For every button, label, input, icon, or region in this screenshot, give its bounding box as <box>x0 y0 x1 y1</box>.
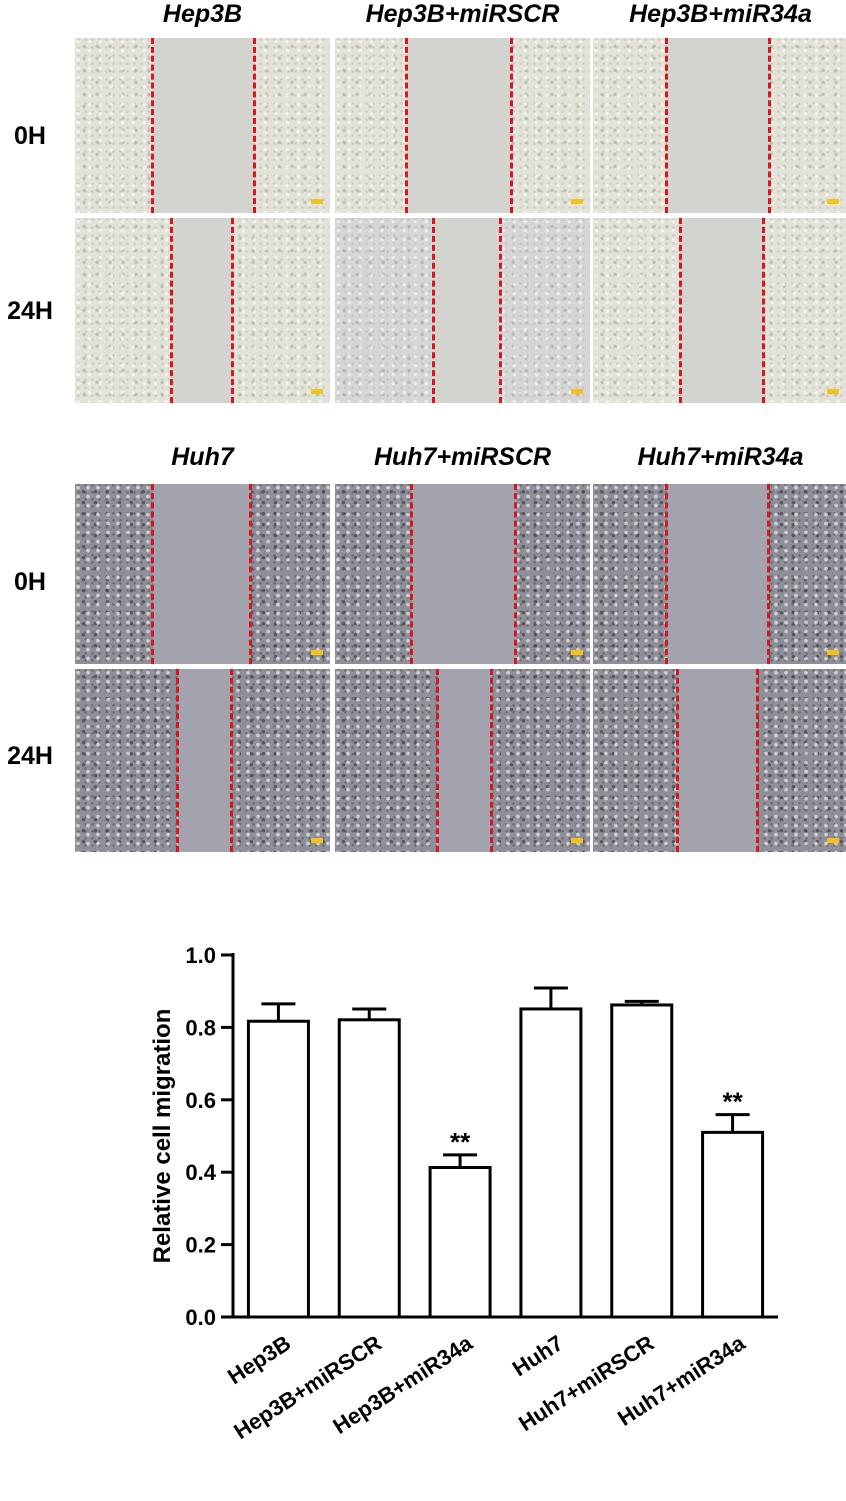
y-tick-label: 0.6 <box>185 1088 216 1113</box>
wound-edge-line <box>410 484 413 664</box>
scale-bar <box>827 389 839 394</box>
col-header-huh7-mirscr: Huh7+miRSCR <box>373 443 552 471</box>
wound-edge-line <box>249 484 252 664</box>
micrograph-hep3b-0h <box>75 38 330 213</box>
scale-bar <box>311 838 323 843</box>
micrograph-huh7-mirscr-24h <box>335 669 590 852</box>
row-header-24h-huh7: 24H <box>7 742 53 770</box>
micrograph-huh7-mirscr-0h <box>335 484 590 664</box>
wound-edge-line <box>230 669 233 852</box>
micrograph-huh7-mir34a-0h <box>593 484 846 664</box>
col-header-huh7-mir34a: Huh7+miR34a <box>637 443 804 471</box>
wound-edge-line <box>176 669 179 852</box>
scale-bar <box>827 838 839 843</box>
wound-edge-line <box>499 218 502 403</box>
col-header-huh7: Huh7 <box>171 443 234 471</box>
wound-edge-line <box>231 218 234 403</box>
micrograph-huh7-mir34a-24h <box>593 669 846 852</box>
row-header-0h-hep3b: 0H <box>14 122 46 150</box>
row-header-0h-huh7: 0H <box>14 568 46 596</box>
wound-edge-line <box>665 484 668 664</box>
wound-edge-line <box>253 38 256 213</box>
micrograph-huh7-0h <box>75 484 330 664</box>
wound-edge-line <box>767 484 770 664</box>
wound-edge-line <box>151 484 154 664</box>
scale-bar <box>311 650 323 655</box>
micrograph-huh7-24h <box>75 669 330 852</box>
wound-edge-line <box>405 38 408 213</box>
x-tick-label: Hep3B <box>223 1330 295 1389</box>
y-tick-label: 0.2 <box>185 1233 216 1258</box>
micrograph-hep3b-mir34a-24h <box>593 218 846 403</box>
y-axis-label: Relative cell migration <box>149 1009 176 1264</box>
scale-bar <box>571 199 583 204</box>
bar-Hep3B+miR34a <box>428 1165 492 1319</box>
col-header-hep3b-mir34a: Hep3B+miR34a <box>629 0 812 28</box>
wound-edge-line <box>679 218 682 403</box>
scale-bar <box>571 650 583 655</box>
scale-bar <box>571 838 583 843</box>
col-header-hep3b-mirscr: Hep3B+miRSCR <box>365 0 560 28</box>
bar-Huh7+miRSCR <box>610 1003 674 1319</box>
scale-bar <box>311 389 323 394</box>
significance-marker: ** <box>722 1087 743 1117</box>
scale-bar <box>571 389 583 394</box>
wound-edge-line <box>432 218 435 403</box>
wound-edge-line <box>170 218 173 403</box>
y-tick-label: 1.0 <box>185 943 216 968</box>
bar-Huh7+miR34a <box>701 1130 765 1319</box>
bar-Huh7 <box>519 1007 583 1319</box>
wound-edge-line <box>510 38 513 213</box>
wound-edge-line <box>762 218 765 403</box>
scale-bar <box>311 199 323 204</box>
bar-Hep3B <box>246 1019 310 1319</box>
y-tick-label: 0.8 <box>185 1015 216 1040</box>
wound-edge-line <box>756 669 759 852</box>
micrograph-hep3b-24h <box>75 218 330 403</box>
x-tick-label: Hep3B+miRSCR <box>229 1330 386 1444</box>
wound-edge-line <box>768 38 771 213</box>
y-tick-label: 0.0 <box>185 1305 216 1330</box>
micrograph-hep3b-mirscr-24h <box>335 218 590 403</box>
row-header-24h-hep3b: 24H <box>7 297 53 325</box>
col-header-hep3b: Hep3B <box>162 0 243 28</box>
scale-bar <box>827 650 839 655</box>
wound-edge-line <box>514 484 517 664</box>
wound-edge-line <box>436 669 439 852</box>
micrograph-hep3b-mir34a-0h <box>593 38 846 213</box>
x-tick-label: Huh7 <box>508 1330 568 1381</box>
significance-marker: ** <box>450 1127 471 1157</box>
wound-edge-line <box>676 669 679 852</box>
wound-edge-line <box>665 38 668 213</box>
micrograph-hep3b-mirscr-0h <box>335 38 590 213</box>
wound-edge-line <box>490 669 493 852</box>
wound-edge-line <box>151 38 154 213</box>
scale-bar <box>827 199 839 204</box>
bar-Hep3B+miRSCR <box>337 1018 401 1319</box>
y-tick-label: 0.4 <box>185 1160 216 1185</box>
